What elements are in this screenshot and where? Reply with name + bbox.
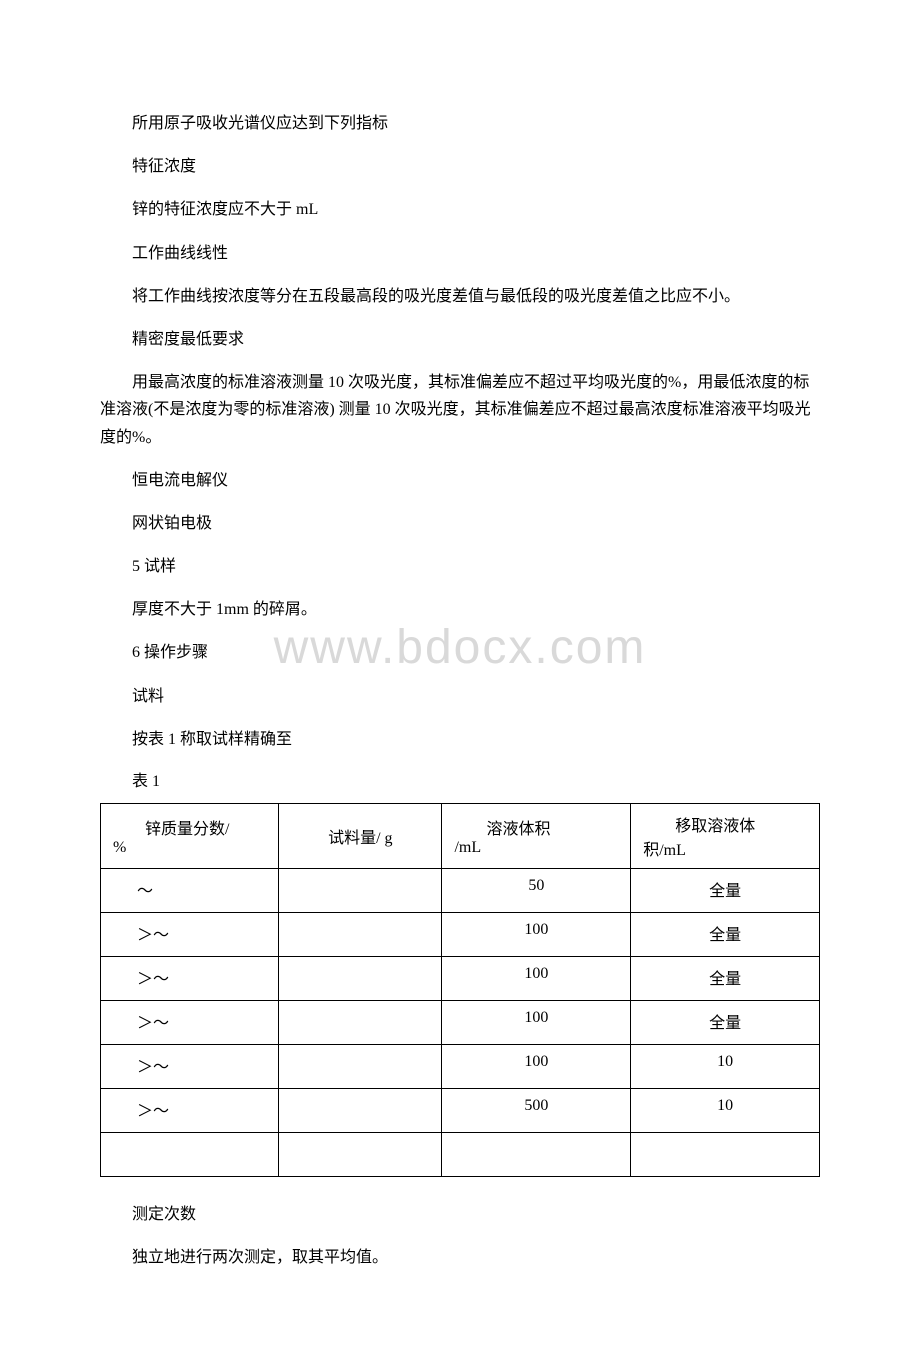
table-cell	[279, 912, 442, 956]
table-cell: 100	[442, 1000, 631, 1044]
table-cell	[279, 1000, 442, 1044]
table-row: ＞～ 100 全量	[101, 956, 820, 1000]
paragraph: 工作曲线线性	[100, 240, 820, 267]
paragraph: 5 试样	[100, 553, 820, 580]
paragraph: 锌的特征浓度应不大于 mL	[100, 196, 820, 223]
table-cell: 50	[442, 868, 631, 912]
paragraph: 试料	[100, 683, 820, 710]
header-text: 积/mL	[643, 842, 686, 859]
table-cell: ＞～	[101, 1044, 279, 1088]
paragraph: 特征浓度	[100, 153, 820, 180]
table-header-row: 锌质量分数/ % 试料量/ g 溶液体积 /mL 移取溶液体 积/mL	[101, 803, 820, 868]
table-row	[101, 1132, 820, 1176]
paragraph: 网状铂电极	[100, 510, 820, 537]
header-text: /mL	[454, 839, 481, 856]
table-cell	[101, 1132, 279, 1176]
table-cell	[279, 1088, 442, 1132]
paragraph: 精密度最低要求	[100, 326, 820, 353]
table-cell: 10	[631, 1088, 820, 1132]
paragraph: 所用原子吸收光谱仪应达到下列指标	[100, 110, 820, 137]
paragraph: 将工作曲线按浓度等分在五段最高段的吸光度差值与最低段的吸光度差值之比应不小。	[100, 283, 820, 310]
table-cell: ＞～	[101, 956, 279, 1000]
paragraph: 独立地进行两次测定，取其平均值。	[100, 1244, 820, 1271]
table-row: ＞～ 100 10	[101, 1044, 820, 1088]
table-cell	[631, 1132, 820, 1176]
table-header-cell: 移取溶液体 积/mL	[631, 803, 820, 868]
table-header-cell: 试料量/ g	[279, 803, 442, 868]
table-cell	[279, 868, 442, 912]
table-cell: 全量	[631, 912, 820, 956]
header-text: %	[113, 839, 126, 856]
table-cell: 100	[442, 1044, 631, 1088]
data-table: 锌质量分数/ % 试料量/ g 溶液体积 /mL 移取溶液体 积/mL ～ 50…	[100, 803, 820, 1177]
table-row: ＞～ 100 全量	[101, 1000, 820, 1044]
table-cell	[279, 956, 442, 1000]
table-cell	[279, 1132, 442, 1176]
table-cell: ～	[101, 868, 279, 912]
table-cell	[442, 1132, 631, 1176]
table-cell: ＞～	[101, 912, 279, 956]
table-header-cell: 锌质量分数/ %	[101, 803, 279, 868]
header-text: 锌质量分数/	[113, 821, 229, 838]
header-text: 移取溶液体	[643, 818, 755, 835]
table-row: ～ 50 全量	[101, 868, 820, 912]
table-cell: ＞～	[101, 1088, 279, 1132]
paragraph: 恒电流电解仪	[100, 467, 820, 494]
table-header-cell: 溶液体积 /mL	[442, 803, 631, 868]
table-row: ＞～ 500 10	[101, 1088, 820, 1132]
paragraph: 测定次数	[100, 1201, 820, 1228]
header-text: 溶液体积	[454, 821, 550, 838]
document-content: 所用原子吸收光谱仪应达到下列指标 特征浓度 锌的特征浓度应不大于 mL 工作曲线…	[100, 110, 820, 1271]
table-cell	[279, 1044, 442, 1088]
paragraph: 厚度不大于 1mm 的碎屑。	[100, 596, 820, 623]
table-cell: 全量	[631, 1000, 820, 1044]
table-label: 表 1	[100, 769, 820, 795]
table-cell: 全量	[631, 956, 820, 1000]
table-cell: ＞～	[101, 1000, 279, 1044]
table-cell: 500	[442, 1088, 631, 1132]
table-cell: 10	[631, 1044, 820, 1088]
table-cell: 全量	[631, 868, 820, 912]
table-cell: 100	[442, 912, 631, 956]
paragraph: 用最高浓度的标准溶液测量 10 次吸光度，其标准偏差应不超过平均吸光度的%，用最…	[100, 369, 820, 451]
paragraph: 按表 1 称取试样精确至	[100, 726, 820, 753]
table-cell: 100	[442, 956, 631, 1000]
paragraph: 6 操作步骤	[100, 639, 820, 666]
table-row: ＞～ 100 全量	[101, 912, 820, 956]
header-text: 试料量/ g	[328, 830, 392, 847]
